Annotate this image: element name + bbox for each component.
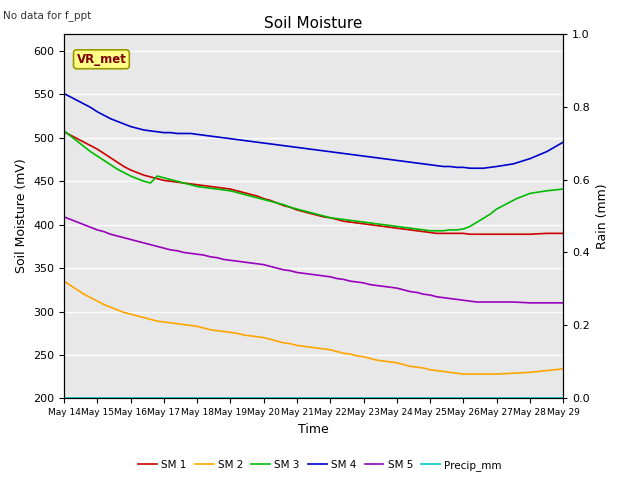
SM 2: [446, 370, 454, 375]
SM 3: [313, 211, 321, 217]
SM 3: [166, 177, 174, 182]
SM 4: [120, 121, 128, 127]
SM 5: [453, 297, 461, 302]
SM 5: [559, 300, 567, 306]
SM 1: [60, 129, 68, 134]
Line: SM 2: SM 2: [64, 281, 563, 374]
SM 4: [166, 130, 174, 135]
SM 4: [313, 147, 321, 153]
SM 2: [460, 371, 467, 377]
SM 5: [526, 300, 534, 306]
X-axis label: Time: Time: [298, 423, 329, 436]
SM 3: [120, 170, 128, 176]
SM 5: [120, 235, 128, 240]
SM 2: [200, 325, 207, 331]
SM 1: [446, 230, 454, 236]
SM 4: [60, 91, 68, 96]
SM 1: [166, 179, 174, 184]
SM 5: [446, 296, 454, 301]
SM 5: [166, 247, 174, 253]
SM 2: [453, 371, 461, 376]
Title: Soil Moisture: Soil Moisture: [264, 16, 363, 31]
SM 5: [200, 252, 207, 258]
SM 2: [559, 366, 567, 372]
SM 2: [166, 320, 174, 326]
SM 1: [466, 231, 474, 237]
Y-axis label: Soil Moisture (mV): Soil Moisture (mV): [15, 158, 28, 274]
SM 4: [446, 164, 454, 169]
SM 2: [313, 345, 321, 351]
SM 1: [313, 212, 321, 218]
SM 4: [466, 165, 474, 171]
Y-axis label: Rain (mm): Rain (mm): [596, 183, 609, 249]
SM 1: [200, 183, 207, 189]
Legend: SM 1, SM 2, SM 3, SM 4, SM 5, Precip_mm: SM 1, SM 2, SM 3, SM 4, SM 5, Precip_mm: [134, 456, 506, 475]
Line: SM 3: SM 3: [64, 131, 563, 231]
Line: SM 1: SM 1: [64, 132, 563, 234]
SM 3: [426, 228, 434, 234]
SM 1: [120, 164, 128, 169]
SM 3: [60, 128, 68, 134]
SM 4: [200, 132, 207, 138]
SM 3: [453, 227, 461, 233]
SM 2: [120, 310, 128, 315]
SM 4: [559, 139, 567, 145]
SM 1: [453, 230, 461, 236]
Line: SM 4: SM 4: [64, 94, 563, 168]
SM 3: [460, 226, 467, 232]
SM 2: [60, 278, 68, 284]
SM 3: [559, 186, 567, 192]
SM 3: [200, 184, 207, 190]
Text: VR_met: VR_met: [77, 53, 126, 66]
SM 1: [559, 230, 567, 236]
Text: No data for f_ppt: No data for f_ppt: [3, 10, 92, 21]
SM 4: [453, 165, 461, 170]
Line: SM 5: SM 5: [64, 217, 563, 303]
SM 5: [60, 214, 68, 220]
SM 5: [313, 272, 321, 278]
